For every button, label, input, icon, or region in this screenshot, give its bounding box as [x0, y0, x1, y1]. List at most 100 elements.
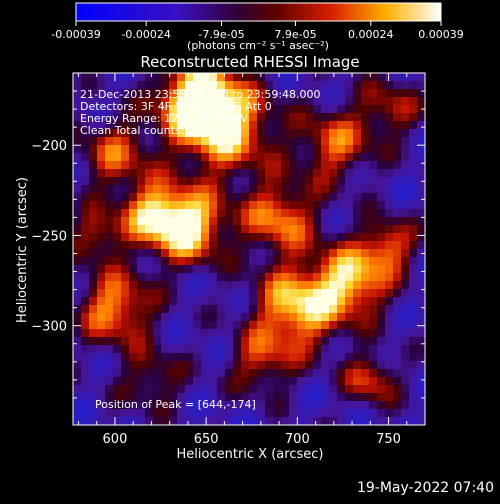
heatmap-cell [137, 89, 146, 98]
heatmap-cell [337, 241, 346, 250]
heatmap-cell [345, 377, 354, 386]
heatmap-cell [129, 73, 138, 82]
heatmap-cell [81, 161, 90, 170]
heatmap-cell [241, 113, 250, 122]
heatmap-cell [169, 417, 178, 425]
heatmap-image [73, 73, 425, 425]
heatmap-cell [289, 201, 298, 210]
heatmap-cell [209, 137, 218, 146]
colorbar-ticks: -0.00039 -0.00024 -7.9e-05 7.9e-05 0.00024 0.… [51, 21, 464, 41]
heatmap-cell [161, 353, 170, 362]
heatmap-cell [281, 137, 290, 146]
heatmap-cell [145, 105, 154, 114]
heatmap-cell [137, 225, 146, 234]
heatmap-cell [353, 257, 362, 266]
heatmap-cell [233, 161, 242, 170]
heatmap-cell [337, 417, 346, 425]
heatmap-cell [297, 161, 306, 170]
heatmap-cell [145, 201, 154, 210]
heatmap-cell [273, 305, 282, 314]
heatmap-cell [217, 89, 226, 98]
heatmap-cell [409, 89, 418, 98]
heatmap-cell [281, 113, 290, 122]
heatmap-cell [273, 81, 282, 90]
heatmap-cell [393, 417, 402, 425]
heatmap-cell [257, 329, 266, 338]
heatmap-cell [121, 369, 130, 378]
heatmap-cell [201, 353, 210, 362]
heatmap-cell [329, 177, 338, 186]
heatmap-cell [401, 353, 410, 362]
heatmap-cell [137, 385, 146, 394]
heatmap-cell [401, 281, 410, 290]
heatmap-cell [353, 129, 362, 138]
heatmap-cell [321, 345, 330, 354]
heatmap-cell [385, 321, 394, 330]
heatmap-cell [249, 169, 258, 178]
heatmap-cell [417, 385, 425, 394]
heatmap-cell [185, 297, 194, 306]
heatmap-cell [321, 361, 330, 370]
heatmap-cell [97, 217, 106, 226]
heatmap-cell [129, 113, 138, 122]
heatmap-cell [313, 81, 322, 90]
heatmap-cell [385, 305, 394, 314]
heatmap-cell [337, 137, 346, 146]
heatmap-cell [177, 297, 186, 306]
heatmap-cell [89, 409, 98, 418]
heatmap-cell [97, 313, 106, 322]
heatmap-cell [193, 409, 202, 418]
heatmap-cell [89, 369, 98, 378]
heatmap-cell [409, 353, 418, 362]
heatmap-cell [361, 241, 370, 250]
heatmap-cell [193, 113, 202, 122]
heatmap-cell [169, 121, 178, 130]
heatmap-cell [313, 377, 322, 386]
heatmap-cell [185, 273, 194, 282]
heatmap-cell [393, 217, 402, 226]
heatmap-cell [153, 401, 162, 410]
heatmap-cell [393, 241, 402, 250]
heatmap-cell [177, 73, 186, 82]
heatmap-cell [201, 225, 210, 234]
heatmap-cell [185, 113, 194, 122]
heatmap-cell [401, 289, 410, 298]
heatmap-cell [369, 113, 378, 122]
heatmap-cell [393, 321, 402, 330]
heatmap-cell [129, 81, 138, 90]
heatmap-cell [193, 377, 202, 386]
heatmap-cell [113, 361, 122, 370]
heatmap-cell [265, 417, 274, 425]
heatmap-cell [249, 265, 258, 274]
heatmap-cell [233, 129, 242, 138]
heatmap-cell [417, 393, 425, 402]
heatmap-cell [121, 217, 130, 226]
heatmap-cell [161, 377, 170, 386]
heatmap-cell [401, 105, 410, 114]
heatmap-cell [89, 185, 98, 194]
heatmap-cell [297, 305, 306, 314]
heatmap-cell [409, 129, 418, 138]
heatmap-cell [153, 193, 162, 202]
heatmap-cell [257, 97, 266, 106]
heatmap-cell [337, 273, 346, 282]
heatmap-cell [257, 393, 266, 402]
heatmap-cell [201, 97, 210, 106]
heatmap-cell [313, 241, 322, 250]
heatmap-cell [177, 137, 186, 146]
heatmap-cell [241, 265, 250, 274]
heatmap-cell [153, 217, 162, 226]
heatmap-cell [129, 121, 138, 130]
heatmap-cell [353, 225, 362, 234]
heatmap-cell [281, 201, 290, 210]
heatmap-cell [225, 409, 234, 418]
heatmap-cell [113, 89, 122, 98]
heatmap-cell [345, 105, 354, 114]
heatmap-cell [281, 121, 290, 130]
heatmap-cell [353, 353, 362, 362]
heatmap-cell [233, 89, 242, 98]
heatmap-cell [161, 273, 170, 282]
heatmap-cell [113, 369, 122, 378]
heatmap-cell [417, 233, 425, 242]
heatmap-cell [225, 337, 234, 346]
